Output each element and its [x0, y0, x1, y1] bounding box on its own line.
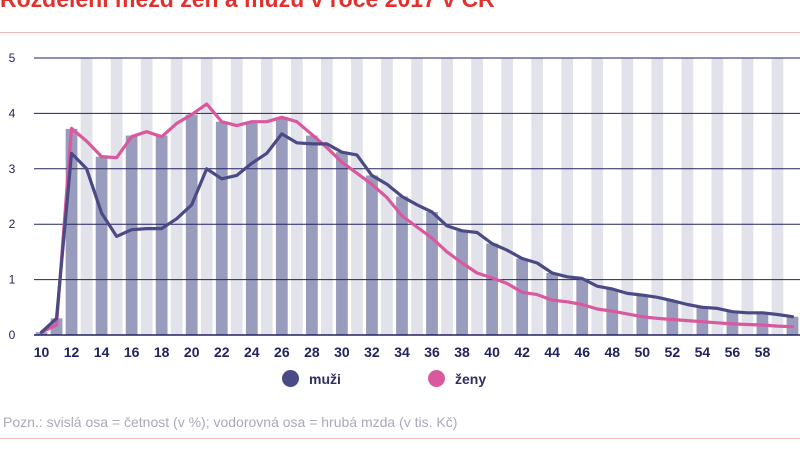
bar-light-45 — [561, 58, 574, 335]
x-tick-label-48: 48 — [604, 344, 620, 360]
x-tick-label-40: 40 — [484, 344, 500, 360]
y-tick-label-2: 2 — [9, 217, 16, 231]
bar-dark-46 — [576, 278, 589, 335]
bar-light-17 — [140, 58, 153, 335]
y-tick-label-5: 5 — [9, 51, 16, 65]
bar-light-57 — [741, 58, 754, 335]
bar-light-29 — [321, 58, 333, 335]
legend-item-zeny: ženy — [428, 370, 486, 387]
bar-light-21 — [200, 58, 213, 335]
series-layer — [39, 102, 795, 334]
x-tick-label-54: 54 — [695, 344, 711, 360]
bar-dark-50 — [636, 295, 649, 335]
bar-dark-52 — [666, 300, 679, 335]
legend-label-zeny: ženy — [455, 370, 487, 387]
legend-swatch-muzi — [282, 370, 299, 387]
x-tick-label-58: 58 — [755, 344, 771, 360]
bar-light-35 — [411, 58, 423, 335]
bar-dark-12 — [65, 128, 78, 335]
series-line-zeny — [39, 102, 795, 334]
bar-light-31 — [351, 58, 363, 335]
bar-dark-28 — [306, 135, 318, 335]
bar-layer — [35, 58, 799, 336]
bar-dark-20 — [185, 114, 198, 336]
bar-light-51 — [651, 58, 664, 335]
bar-dark-14 — [95, 156, 108, 335]
bar-light-39 — [471, 58, 483, 335]
bar-light-55 — [711, 58, 724, 335]
bar-light-15 — [110, 58, 123, 335]
bar-light-23 — [230, 58, 243, 335]
x-axis-labels: 10 12 14 16 18 20 22 24 26 28 30 32 34 36 38 40 42 44 46 48… — [34, 344, 771, 360]
y-axis-labels: 0 1 2 3 4 5 — [9, 51, 16, 342]
bar-light-13 — [80, 58, 93, 335]
x-tick-label-44: 44 — [544, 344, 560, 360]
bar-light-43 — [531, 58, 544, 335]
x-tick-label-38: 38 — [454, 344, 470, 360]
bar-dark-30 — [336, 152, 348, 335]
x-tick-label-30: 30 — [334, 344, 350, 360]
x-tick-label-34: 34 — [394, 344, 410, 360]
series-line-muzi — [39, 132, 795, 334]
legend-item-muzi: muži — [282, 370, 341, 387]
bar-light-19 — [170, 58, 183, 335]
title-divider — [0, 32, 800, 33]
x-tick-label-50: 50 — [635, 344, 651, 360]
y-tick-label-1: 1 — [9, 273, 16, 287]
x-tick-label-56: 56 — [725, 344, 741, 360]
bar-dark-32 — [366, 175, 378, 335]
bar-light-41 — [501, 58, 513, 335]
bar-dark-22 — [215, 121, 228, 336]
x-tick-label-46: 46 — [574, 344, 590, 360]
x-tick-label-28: 28 — [304, 344, 320, 360]
bar-dark-18 — [155, 135, 168, 335]
bar-dark-44 — [546, 272, 559, 335]
bar-dark-34 — [396, 196, 408, 335]
x-tick-label-52: 52 — [665, 344, 681, 360]
legend-swatch-zeny — [428, 370, 445, 387]
bottom-divider — [0, 438, 800, 439]
x-tick-label-14: 14 — [94, 344, 110, 360]
x-tick-label-24: 24 — [244, 344, 260, 360]
y-tick-label-3: 3 — [9, 162, 16, 176]
x-tick-label-12: 12 — [64, 344, 80, 360]
grid-layer — [34, 57, 800, 336]
y-tick-label-4: 4 — [9, 106, 16, 120]
bar-light-59 — [771, 58, 784, 335]
legend-label-muzi: muži — [309, 370, 341, 387]
legend: muži ženy — [0, 370, 800, 394]
bar-light-49 — [621, 58, 634, 335]
x-tick-label-36: 36 — [424, 344, 440, 360]
bar-dark-24 — [245, 121, 258, 336]
x-tick-label-20: 20 — [184, 344, 200, 360]
bar-light-27 — [290, 58, 303, 335]
y-tick-label-0: 0 — [9, 328, 16, 342]
bar-dark-38 — [456, 230, 468, 335]
x-tick-label-10: 10 — [34, 344, 50, 360]
bar-dark-26 — [275, 117, 288, 335]
chart-title: Rozdělení mezd žen a mužů v roce 2017 v … — [0, 0, 495, 13]
x-tick-label-42: 42 — [514, 344, 530, 360]
axis-note: Pozn.: svislá osa = četnost (v %); vodor… — [3, 414, 458, 430]
x-tick-label-26: 26 — [274, 344, 290, 360]
bar-dark-16 — [125, 135, 138, 335]
x-tick-label-16: 16 — [124, 344, 140, 360]
x-tick-label-18: 18 — [154, 344, 170, 360]
bar-dark-40 — [486, 243, 498, 335]
x-tick-label-32: 32 — [364, 344, 380, 360]
bar-light-25 — [260, 58, 273, 335]
bar-light-37 — [441, 58, 453, 335]
bar-light-47 — [591, 58, 604, 335]
bar-dark-36 — [426, 212, 438, 335]
bar-light-53 — [681, 58, 694, 335]
x-tick-label-22: 22 — [214, 344, 230, 360]
bar-dark-42 — [516, 258, 528, 335]
